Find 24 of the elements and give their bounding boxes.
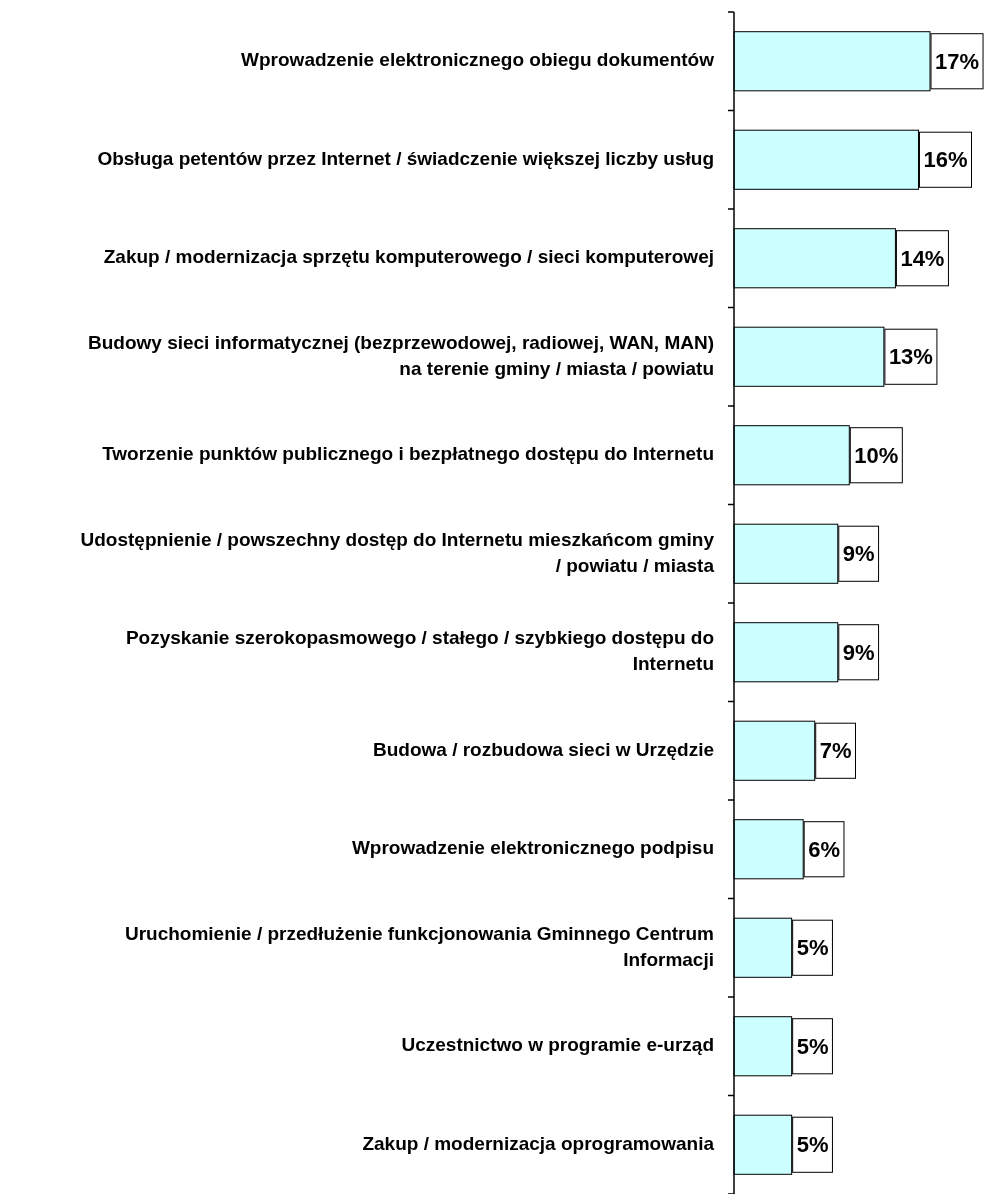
y-tick-label: Uczestnictwo w programie e-urząd	[401, 1034, 714, 1056]
data-label: 10%	[854, 442, 899, 468]
y-tick-label: Udostępnienie / powszechny dostęp do Internetu mieszkańcom gminy / powiatu / miasta	[80, 528, 715, 576]
data-label: 5%	[796, 1132, 829, 1158]
y-tick-label: Zakup / modernizacja oprogramowania	[362, 1132, 715, 1154]
y-tick-label: Zakup / modernizacja sprzętu komputerowego / sieci komputerowej	[103, 246, 714, 268]
y-tick-label: Wprowadzenie elektronicznego podpisu	[351, 837, 714, 859]
y-tick-label: Budowa / rozbudowa sieci w Urzędzie	[373, 738, 714, 760]
y-tick-label: Uruchomienie / przedłużenie funkcjonowania Gminnego Centrum Informacji	[124, 922, 714, 970]
data-label: 16%	[923, 147, 968, 173]
y-tick-label: Pozyskanie szerokopasmowego / stałego / szybkiego dostępu do Internetu	[125, 627, 714, 675]
y-tick-label: Wprowadzenie elektronicznego obiegu dokumentów	[241, 49, 715, 71]
data-label: 13%	[888, 344, 933, 370]
y-tick-label: Budowy sieci informatycznej (bezprzewodowej, radiowej, WAN, MAN) na terenie gminy / miasta / powiatu	[87, 331, 714, 379]
data-label: 17%	[934, 48, 980, 74]
data-label: 7%	[819, 738, 852, 764]
data-label: 14%	[900, 245, 945, 271]
data-label: 5%	[796, 1033, 829, 1059]
data-label: 5%	[796, 935, 829, 961]
data-label: 6%	[808, 836, 840, 862]
data-label: 9%	[842, 639, 875, 665]
y-tick-label: Obsługa petentów przez Internet / świadczenie większej liczby usług	[97, 147, 714, 169]
y-tick-label: Tworzenie punktów publicznego i bezpłatnego dostępu do Internetu	[102, 443, 714, 465]
data-label: 9%	[842, 541, 875, 567]
